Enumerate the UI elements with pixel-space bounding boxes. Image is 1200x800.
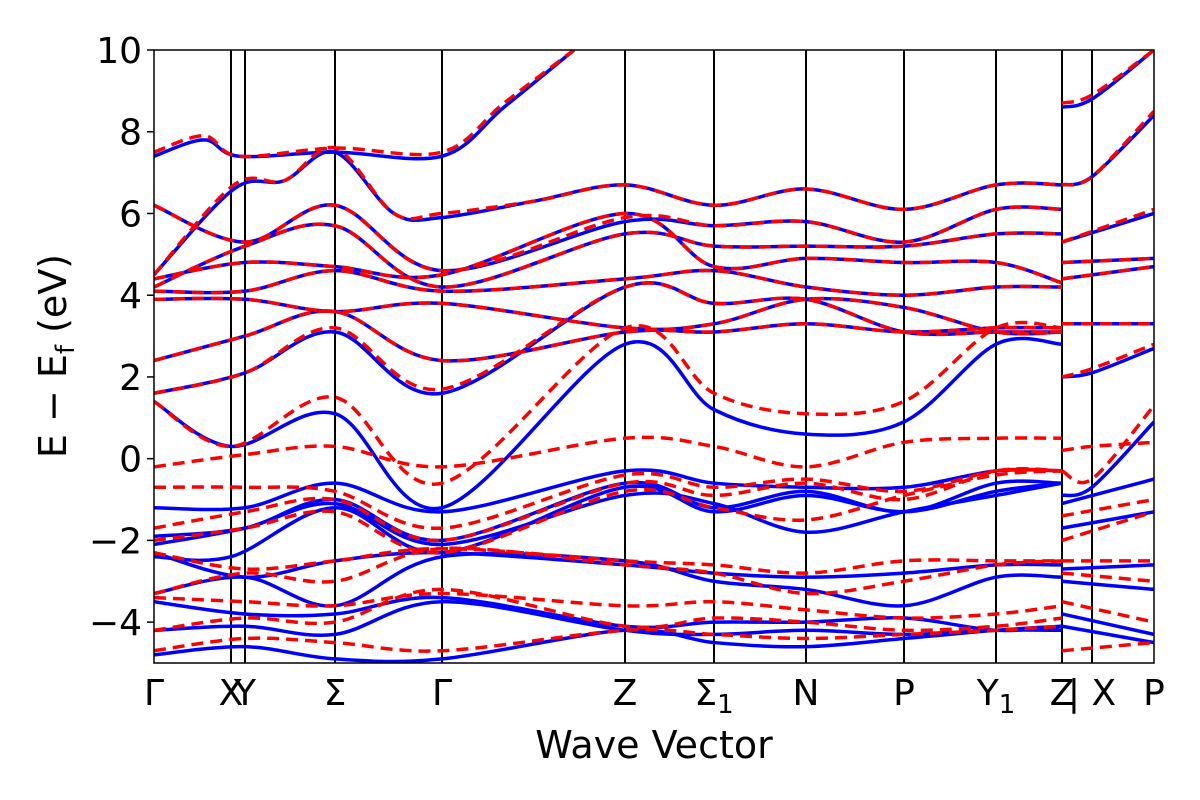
band-solid-10 (154, 467, 1063, 514)
band-solid-13 (154, 481, 1063, 563)
y-axis-label-main: E − E (31, 354, 75, 458)
x-tick-label-9-subscript: 1 (999, 690, 1016, 720)
band-dashed-13 (154, 469, 1063, 555)
x-tick-label-8: P (893, 673, 915, 714)
band-solid-6 (154, 296, 1063, 336)
band-dashed-9 (154, 320, 1063, 486)
x-tick-label-8-main: P (893, 673, 915, 714)
band-dashed-18 (154, 624, 1063, 653)
band-dashed-28 (1061, 497, 1154, 518)
x-tick-label-3: Σ (324, 673, 347, 714)
band-dashed-32 (1061, 599, 1154, 624)
x-tick-label-2: Y (233, 673, 257, 714)
band-dashed-29 (1061, 510, 1154, 543)
x-tick-label-1-main: X (219, 673, 244, 714)
band-curves (154, 50, 1154, 663)
band-dashed-5 (154, 268, 1063, 297)
x-tick-label-6: Σ1 (694, 673, 733, 720)
y-axis-ticks: 10 8 6 4 2 0 −2 −4 (89, 31, 154, 644)
band-dashed-16 (154, 591, 1063, 620)
band-dashed-14 (154, 546, 1062, 575)
y-axis-label: E − Ef (eV) (31, 254, 81, 458)
band-dashed-7 (154, 309, 1063, 363)
x-tick-label-3-main: Σ (324, 673, 347, 714)
x-tick-label-10-main: Z (1050, 673, 1075, 714)
band-dashed-3 (154, 222, 1063, 289)
band-solid-19 (1061, 50, 1154, 109)
y-tick-label-4: 2 (119, 358, 142, 399)
x-tick-label-2-main: Y (233, 673, 257, 714)
band-dashed-27 (1061, 404, 1154, 485)
y-axis-label-unit: (eV) (31, 254, 75, 345)
band-dashed-20 (1061, 110, 1154, 187)
band-dashed-22 (1061, 256, 1154, 265)
x-tick-label-6-subscript: 1 (717, 690, 734, 720)
x-tick-label-11: | X (1068, 673, 1116, 714)
x-tick-label-7: N (793, 673, 820, 714)
x-tick-label-6-main: Σ (694, 673, 717, 714)
x-tick-label-4: Γ (432, 673, 452, 714)
x-tick-label-12: P (1143, 673, 1165, 714)
band-dashed-26 (1061, 440, 1154, 453)
band-dashed-23 (1061, 264, 1154, 281)
band-dashed-12 (154, 467, 1063, 543)
band-dashed-4 (154, 211, 1063, 285)
y-tick-label-2: 6 (119, 194, 142, 235)
x-tick-label-7-main: N (793, 673, 820, 714)
band-dashed-1 (154, 145, 1063, 276)
band-solid-26 (1061, 420, 1154, 498)
band-solid-1 (154, 149, 1063, 276)
band-solid-9 (154, 336, 1063, 511)
band-solid-21 (1061, 211, 1154, 244)
band-dashed-15 (154, 546, 1063, 596)
band-solid-2 (154, 203, 1063, 273)
x-tick-label-5: Z (613, 673, 638, 714)
band-dashed-8 (154, 281, 1062, 395)
band-solid-0 (154, 50, 576, 161)
band-solid-30 (1061, 579, 1154, 592)
x-tick-label-11-main: | X (1068, 673, 1116, 714)
x-tick-label-9: Y1 (976, 673, 1016, 720)
band-dashed-17 (154, 587, 1063, 633)
band-dashed-19 (1061, 50, 1154, 105)
y-tick-label-6: −2 (89, 521, 142, 562)
band-dashed-21 (1061, 207, 1154, 244)
band-solid-27 (1061, 477, 1154, 506)
x-tick-label-5-main: Z (613, 673, 638, 714)
band-dashed-6 (154, 296, 1063, 336)
x-axis-label: Wave Vector (535, 723, 773, 767)
x-tick-label-12-main: P (1143, 673, 1165, 714)
band-solid-29 (1061, 563, 1154, 571)
x-tick-label-9-main: Y (976, 673, 1000, 714)
x-tick-label-10: Z (1050, 673, 1075, 714)
y-tick-label-5: 0 (119, 440, 142, 481)
band-solid-32 (1061, 624, 1154, 645)
band-solid-15 (154, 551, 1063, 608)
y-tick-label-0: 10 (96, 31, 142, 72)
plot-frame (153, 49, 1155, 664)
band-dashed-10 (154, 435, 1063, 469)
band-solid-5 (154, 268, 1063, 297)
x-tick-label-0-main: Γ (144, 673, 164, 714)
band-dashed-31 (1061, 571, 1154, 584)
band-dashed-25 (1061, 342, 1154, 379)
y-axis-label-subscript: f (51, 344, 81, 354)
y-tick-label-1: 8 (119, 113, 142, 154)
y-tick-label-7: −4 (89, 603, 142, 644)
x-tick-label-1: X (219, 673, 244, 714)
y-tick-label-3: 4 (119, 276, 142, 317)
x-tick-label-0: Γ (144, 673, 164, 714)
band-solid-28 (1061, 510, 1154, 530)
band-solid-31 (1061, 612, 1154, 637)
band-dashed-33 (1061, 640, 1154, 653)
x-tick-label-4-main: Γ (432, 673, 452, 714)
